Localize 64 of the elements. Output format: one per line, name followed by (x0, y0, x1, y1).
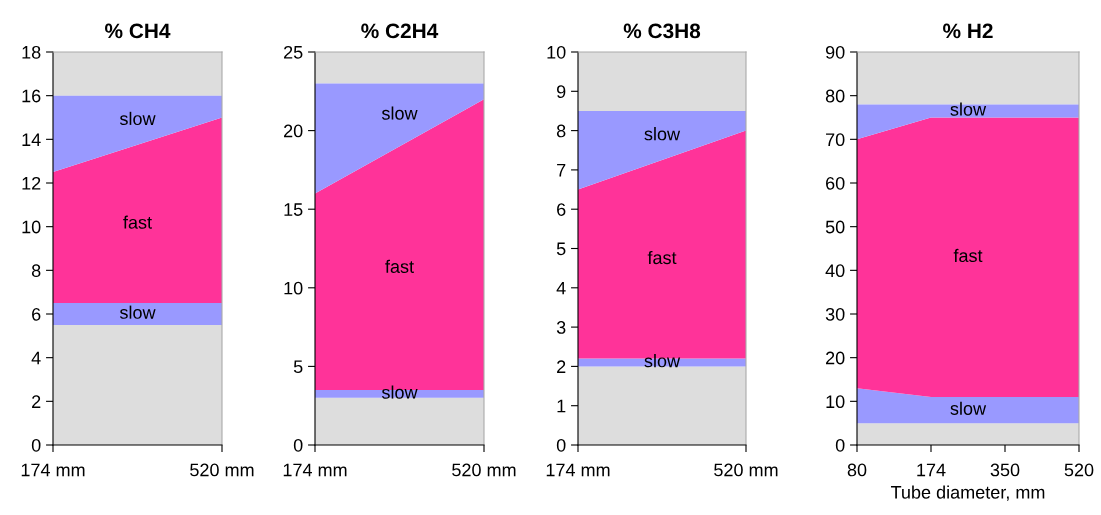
chart-title: % H2 (943, 23, 993, 39)
series-label: slow (119, 305, 156, 319)
y-tick-label: 16 (22, 89, 41, 103)
x-tick-label: 520 mm (190, 463, 254, 477)
series-label: slow (950, 102, 987, 116)
y-tick-label: 50 (825, 220, 845, 234)
series-label: fast (647, 250, 677, 265)
y-tick-label: 0 (835, 438, 845, 452)
x-tick-label: 174 mm (546, 463, 610, 477)
x-tick-label: 520 mm (452, 463, 516, 477)
x-tick-label: 174 mm (21, 463, 85, 477)
y-tick-label: 30 (825, 307, 845, 321)
y-tick-label: 25 (284, 45, 303, 59)
series-label: slow (644, 127, 681, 141)
y-tick-label: 40 (825, 264, 845, 278)
y-tick-label: 10 (284, 281, 303, 295)
y-tick-label: 12 (22, 176, 41, 190)
y-tick-label: 5 (556, 242, 566, 256)
y-tick-label: 90 (825, 45, 845, 59)
y-tick-label: 20 (826, 351, 845, 365)
y-tick-label: 7 (557, 164, 566, 177)
x-tick-label: 80 (847, 463, 867, 477)
x-tick-label: 174 mm (283, 463, 347, 477)
series-label: slow (381, 385, 418, 399)
y-tick-label: 2 (557, 360, 566, 373)
y-tick-label: 10 (22, 220, 41, 234)
y-tick-label: 8 (556, 124, 566, 138)
y-tick-label: 70 (826, 133, 845, 147)
y-tick-label: 0 (556, 438, 566, 452)
x-tick-label: 520 (1064, 463, 1094, 477)
x-tick-label: 174 (917, 463, 946, 477)
y-tick-label: 0 (293, 438, 303, 452)
series-label: slow (644, 354, 681, 368)
y-tick-label: 6 (32, 307, 41, 321)
y-tick-label: 20 (284, 124, 303, 138)
y-tick-label: 18 (22, 45, 41, 59)
y-tick-label: 10 (826, 395, 845, 409)
y-tick-label: 4 (31, 351, 41, 365)
y-tick-label: 1 (557, 399, 566, 413)
y-tick-label: 4 (556, 281, 566, 295)
y-tick-label: 0 (31, 438, 41, 452)
series-label: fast (385, 259, 414, 273)
y-tick-label: 5 (293, 360, 303, 374)
y-tick-label: 10 (547, 45, 566, 59)
series-label: fast (123, 215, 152, 229)
y-tick-label: 14 (22, 133, 41, 146)
y-tick-label: 6 (557, 203, 566, 216)
series-label: fast (953, 248, 983, 263)
y-tick-label: 80 (825, 89, 845, 103)
x-tick-label: 350 (990, 463, 1020, 477)
chart-title: % C3H8 (623, 23, 701, 39)
chart-title: % CH4 (105, 23, 171, 39)
y-tick-label: 9 (557, 85, 566, 99)
series-label: slow (381, 106, 418, 120)
y-tick-label: 15 (284, 203, 303, 216)
chart-title: % C2H4 (361, 23, 439, 39)
x-tick-label: 520 mm (714, 463, 778, 477)
y-tick-label: 2 (32, 395, 41, 408)
y-tick-label: 60 (826, 176, 845, 190)
y-tick-label: 3 (556, 321, 566, 334)
y-tick-label: 8 (31, 264, 41, 278)
series-label: slow (950, 401, 987, 415)
x-axis-title: Tube diameter, mm (890, 485, 1045, 501)
series-label: slow (119, 111, 156, 126)
